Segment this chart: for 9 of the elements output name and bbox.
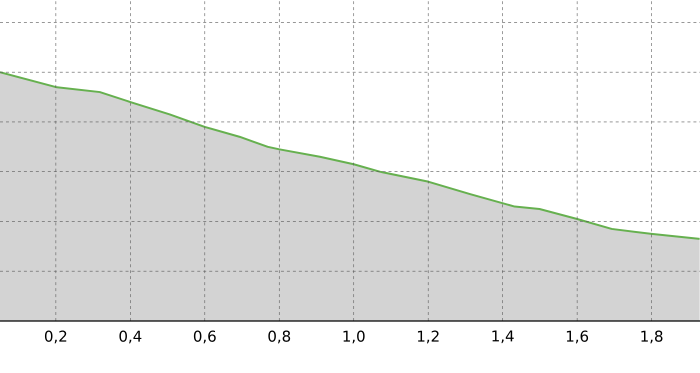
x-tick-label: 1,0 <box>343 330 365 344</box>
x-tick-label: 0,6 <box>194 330 216 344</box>
x-tick-label: 0,2 <box>44 330 66 344</box>
x-tick-label: 0,4 <box>119 330 142 344</box>
x-tick-label: 1,6 <box>566 330 588 344</box>
x-tick-label: 1,8 <box>641 330 662 344</box>
x-tick-label: 0,8 <box>268 330 290 344</box>
x-tick-label: 1,4 <box>492 330 514 344</box>
x-tick-label: 1,2 <box>418 330 439 344</box>
